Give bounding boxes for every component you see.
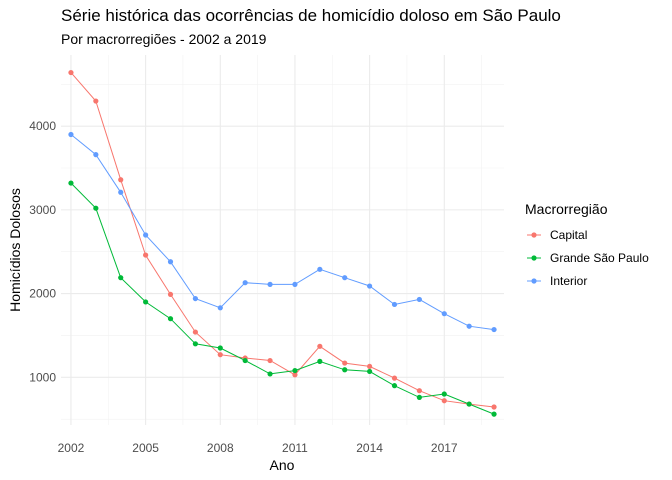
x-tick-label: 2011 xyxy=(282,441,308,455)
data-point-grande-sao-paulo xyxy=(118,275,124,281)
x-axis-tick-labels: 2002 2005 2008 2011 2014 2017 xyxy=(58,441,458,455)
data-point-grande-sao-paulo xyxy=(217,345,223,351)
data-point-grande-sao-paulo xyxy=(367,368,373,375)
data-point-grande-sao-paulo xyxy=(391,383,398,389)
data-point-grande-sao-paulo xyxy=(491,411,497,417)
data-point-interior xyxy=(367,283,373,289)
y-axis-tick-labels: 1000 2000 3000 4000 xyxy=(29,119,56,384)
data-point-interior xyxy=(391,301,398,308)
series-lines xyxy=(70,72,495,415)
data-point-interior xyxy=(192,295,198,302)
data-point-capital xyxy=(416,388,422,394)
data-point-capital xyxy=(267,357,273,364)
series-line-capital xyxy=(70,72,495,408)
data-point-capital xyxy=(317,343,323,349)
data-point-grande-sao-paulo xyxy=(167,316,174,322)
y-tick-label: 1000 xyxy=(29,370,56,384)
data-point-grande-sao-paulo xyxy=(68,180,74,186)
data-point-capital xyxy=(217,352,223,358)
data-point-capital xyxy=(118,177,124,183)
data-point-grande-sao-paulo xyxy=(342,367,348,373)
data-point-interior xyxy=(292,281,298,287)
legend-key-point-capital xyxy=(531,232,537,238)
legend-label-grande-sao-paulo: Grande São Paulo xyxy=(550,251,649,265)
series-line-grande-sao-paulo xyxy=(70,182,495,415)
plot-background xyxy=(61,55,504,425)
data-point-grande-sao-paulo xyxy=(416,394,422,400)
data-point-interior xyxy=(167,259,174,265)
data-point-interior xyxy=(118,189,124,195)
x-axis-title: Ano xyxy=(270,457,295,473)
data-point-grande-sao-paulo xyxy=(192,341,198,347)
data-point-capital xyxy=(93,98,99,104)
data-point-capital xyxy=(167,291,174,298)
data-point-capital xyxy=(192,329,198,335)
x-tick-label: 2005 xyxy=(132,441,159,455)
legend-label-interior: Interior xyxy=(550,274,587,288)
series-line-interior xyxy=(70,134,495,331)
data-point-grande-sao-paulo xyxy=(242,357,248,364)
y-tick-label: 3000 xyxy=(29,203,56,217)
data-point-interior xyxy=(93,152,99,158)
data-point-capital xyxy=(143,252,149,258)
y-tick-label: 2000 xyxy=(29,287,56,301)
data-point-interior xyxy=(491,326,497,333)
legend-label-capital: Capital xyxy=(550,228,587,242)
data-point-capital xyxy=(68,69,74,76)
data-point-interior xyxy=(317,266,323,272)
data-point-capital xyxy=(391,375,398,381)
data-point-capital xyxy=(292,372,298,378)
chart-subtitle: Por macrorregiões - 2002 a 2019 xyxy=(61,31,267,47)
y-axis-title: Homicídios Dolosos xyxy=(7,188,23,312)
data-point-grande-sao-paulo xyxy=(93,205,99,211)
x-tick-label: 2014 xyxy=(356,441,383,455)
data-point-interior xyxy=(342,275,348,281)
data-point-capital xyxy=(441,398,447,404)
x-tick-label: 2002 xyxy=(58,441,85,455)
y-tick-label: 4000 xyxy=(29,119,56,133)
chart-title: Série histórica das ocorrências de homic… xyxy=(61,6,561,25)
data-point-interior xyxy=(217,305,223,311)
minor-gridlines xyxy=(61,55,504,425)
legend-key-point-grande-sao-paulo xyxy=(531,255,537,261)
data-point-interior xyxy=(68,131,74,138)
data-point-interior xyxy=(416,296,422,303)
x-tick-label: 2008 xyxy=(207,441,234,455)
data-point-grande-sao-paulo xyxy=(143,299,149,305)
legend: Macrorregião Capital Grande São Paulo Inte… xyxy=(525,201,649,288)
data-point-capital xyxy=(367,363,373,370)
data-point-grande-sao-paulo xyxy=(317,358,323,364)
series-points xyxy=(68,69,497,417)
legend-key-point-interior xyxy=(531,278,537,284)
data-point-interior xyxy=(267,281,273,287)
data-point-grande-sao-paulo xyxy=(441,391,447,397)
x-tick-label: 2017 xyxy=(431,441,458,455)
data-point-grande-sao-paulo xyxy=(292,367,298,374)
data-point-capital xyxy=(342,360,348,366)
data-point-interior xyxy=(242,280,248,286)
data-point-grande-sao-paulo xyxy=(466,401,472,407)
data-point-grande-sao-paulo xyxy=(267,371,273,377)
major-gridlines xyxy=(61,55,504,425)
data-point-capital xyxy=(491,404,497,410)
data-point-interior xyxy=(143,232,149,238)
data-point-interior xyxy=(441,311,447,317)
data-point-interior xyxy=(466,323,472,329)
legend-title: Macrorregião xyxy=(525,201,608,217)
